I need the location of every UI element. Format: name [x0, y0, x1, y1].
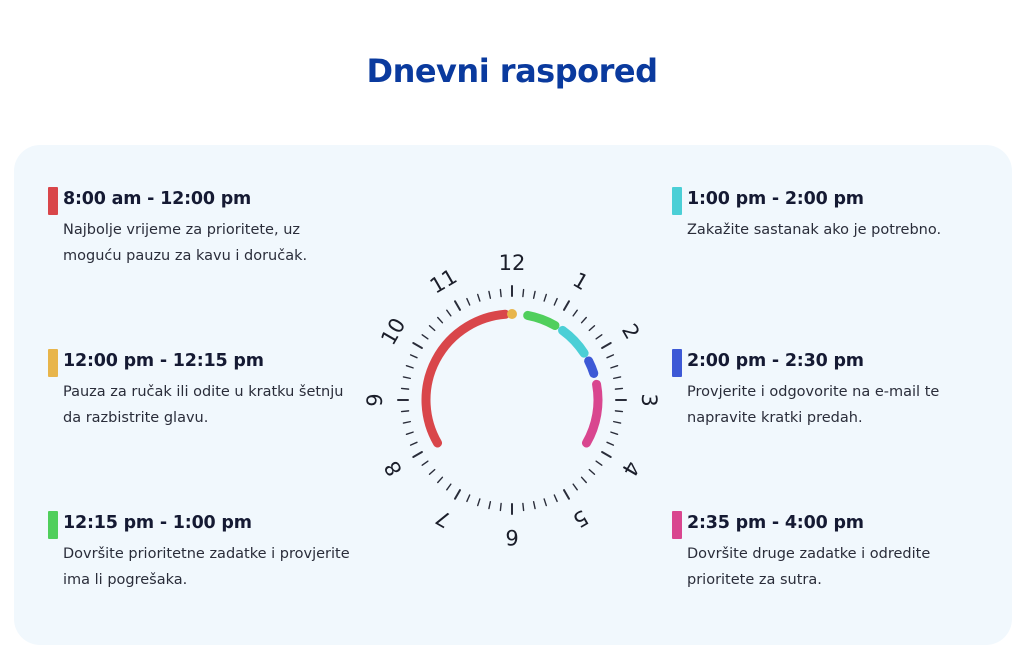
clock-tick	[437, 316, 444, 324]
clock-tick	[400, 387, 410, 390]
clock-arc	[523, 310, 560, 331]
clock-tick	[412, 451, 423, 458]
clock-number: 5	[569, 505, 593, 532]
color-marker	[48, 349, 58, 377]
clock-tick	[402, 376, 411, 380]
clock-tick	[476, 293, 481, 302]
time-range: 12:00 pm - 12:15 pm	[63, 351, 264, 371]
clock-tick	[601, 451, 612, 458]
clock-tick	[613, 420, 622, 424]
clock-tick	[428, 325, 436, 332]
clock-tick	[563, 300, 570, 311]
clock-tick	[405, 364, 414, 369]
color-marker	[672, 349, 682, 377]
clock-tick	[610, 364, 619, 369]
clock-tick	[405, 431, 414, 436]
description: Najbolje vrijeme za prioritete, uz moguć…	[63, 222, 308, 264]
clock-number: 7	[432, 505, 456, 532]
color-marker	[672, 187, 682, 215]
clock-number: 2	[617, 320, 644, 344]
clock-tick	[553, 297, 558, 306]
clock-tick	[614, 410, 624, 413]
clock-tick	[499, 502, 502, 512]
clock-tick	[446, 483, 452, 491]
clock-number: 8	[380, 457, 407, 481]
clock-arc	[421, 309, 510, 448]
clock-tick	[522, 502, 525, 512]
clock-number: 1	[569, 268, 593, 295]
page-title: Dnevni raspored	[366, 52, 659, 90]
clock-tick	[446, 309, 452, 317]
time-range: 12:15 pm - 1:00 pm	[63, 513, 252, 533]
clock-tick	[437, 476, 444, 484]
clock-tick	[476, 498, 481, 507]
clock-tick	[522, 288, 525, 298]
time-range: 1:00 pm - 2:00 pm	[687, 189, 864, 209]
clock-tick	[412, 342, 423, 349]
clock-tick	[543, 498, 548, 507]
clock-tick	[454, 489, 461, 500]
schedule-panel	[14, 145, 1012, 645]
clock-tick	[428, 468, 436, 475]
clock-tick	[610, 431, 619, 436]
clock-number: 12	[499, 251, 526, 275]
clock-tick	[421, 334, 429, 340]
clock-tick	[595, 460, 603, 466]
color-marker	[672, 511, 682, 539]
clock-tick	[454, 300, 461, 311]
clock-tick	[532, 290, 536, 299]
clock-tick	[588, 325, 596, 332]
description: Dovršite prioritetne zadatke i provjerit…	[63, 546, 350, 588]
clock-tick	[466, 494, 471, 503]
clock-number: 6	[505, 525, 518, 549]
clock-tick	[614, 387, 624, 390]
description: Dovršite druge zadatke i odredite priori…	[687, 546, 931, 588]
clock-tick	[532, 501, 536, 510]
clock-number: 10	[376, 314, 410, 349]
clock-tick	[421, 460, 429, 466]
clock-number: 4	[617, 457, 644, 481]
clock-tick	[606, 441, 615, 446]
description: Provjerite i odgovorite na e-mail te nap…	[687, 384, 940, 426]
clock-tick	[499, 288, 502, 298]
clock-tick	[595, 334, 603, 340]
clock-tick	[488, 501, 492, 510]
clock-number: 11	[426, 264, 461, 298]
clock-tick	[409, 441, 418, 446]
clock-tick	[543, 293, 548, 302]
clock-tick	[588, 468, 596, 475]
clock-arc	[558, 325, 589, 358]
description: Pauza za ručak ili odite u kratku šetnju…	[63, 384, 344, 426]
clock-tick	[488, 290, 492, 299]
clock-arc-dot	[507, 309, 517, 319]
clock-tick	[563, 489, 570, 500]
clock-tick	[572, 309, 578, 317]
clock-arc	[581, 379, 603, 448]
clock-tick	[553, 494, 558, 503]
clock-tick	[580, 316, 587, 324]
time-range: 2:35 pm - 4:00 pm	[687, 513, 864, 533]
time-range: 8:00 am - 12:00 pm	[63, 189, 252, 209]
description: Zakažite sastanak ako je potrebno.	[687, 222, 942, 238]
clock-tick	[606, 354, 615, 359]
clock-tick	[409, 354, 418, 359]
clock-tick	[572, 483, 578, 491]
clock-tick	[580, 476, 587, 484]
color-marker	[48, 187, 58, 215]
color-marker	[48, 511, 58, 539]
clock-tick	[402, 420, 411, 424]
clock-tick	[466, 297, 471, 306]
clock-arc	[584, 356, 599, 378]
time-range: 2:00 pm - 2:30 pm	[687, 351, 864, 371]
clock-tick	[613, 376, 622, 380]
clock-tick	[601, 342, 612, 349]
clock-number: 9	[363, 393, 387, 406]
clock-number: 3	[637, 393, 661, 406]
clock-tick	[400, 410, 410, 413]
